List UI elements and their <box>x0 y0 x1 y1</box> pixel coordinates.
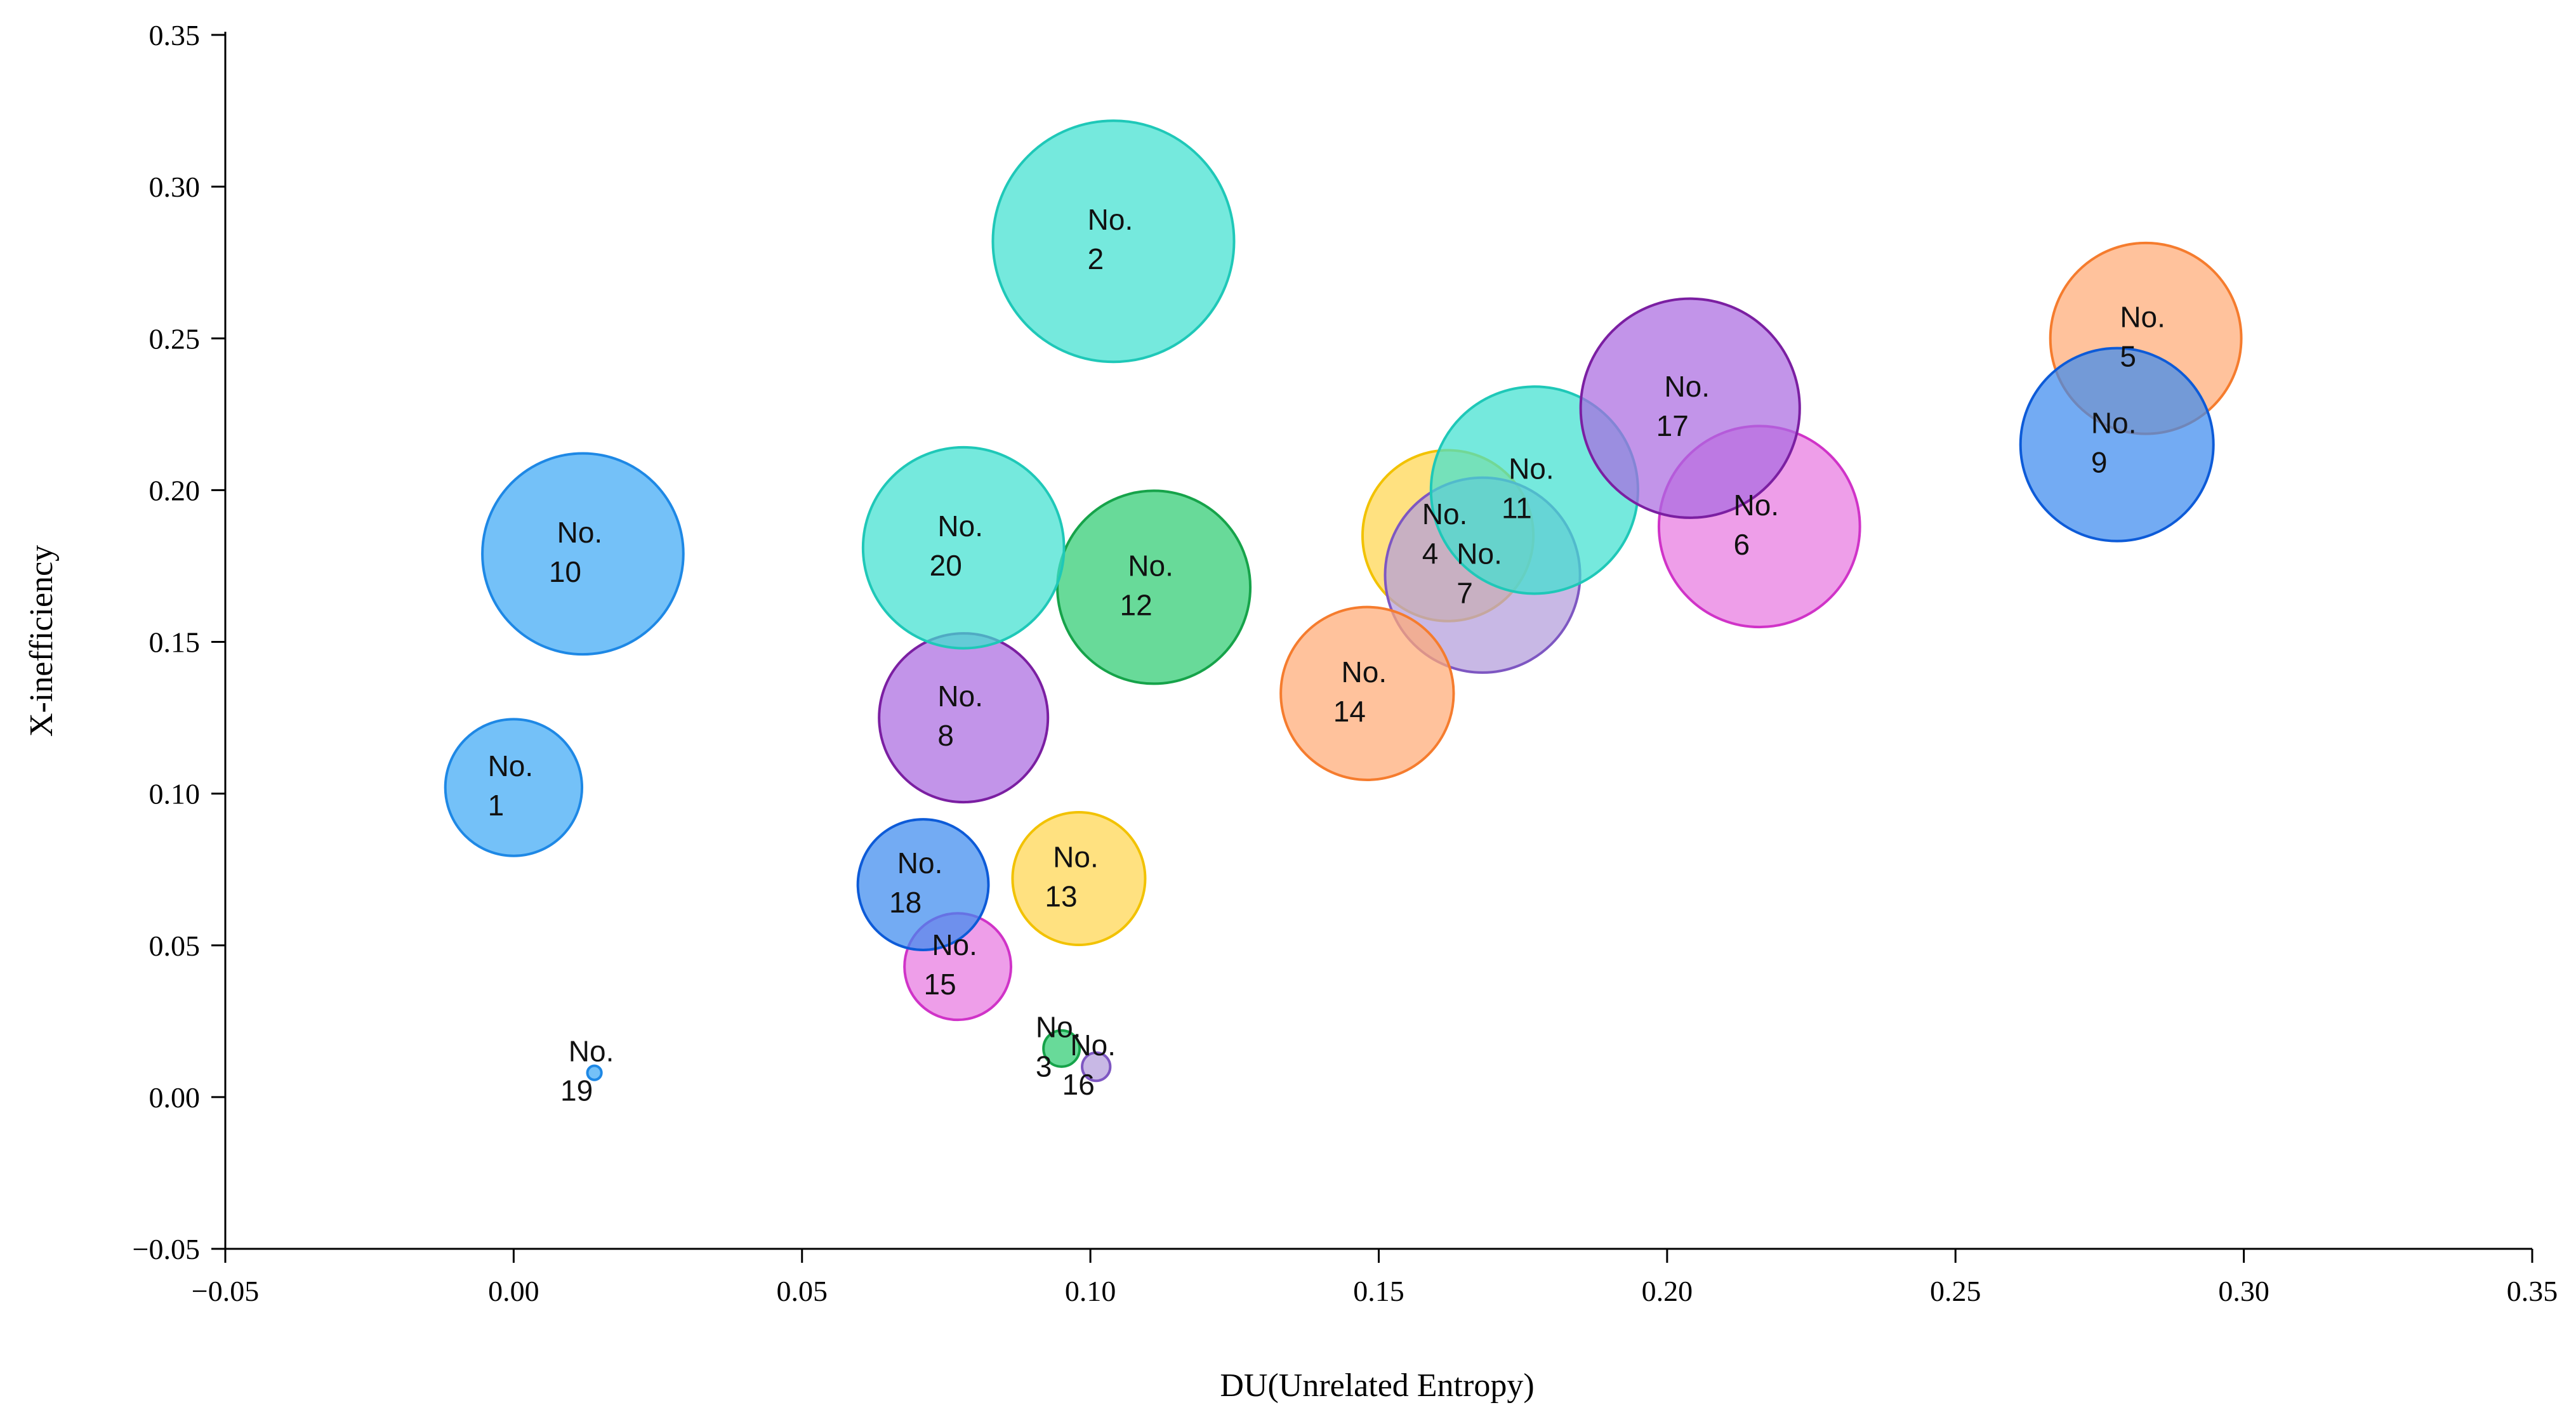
axes: −0.05 0.00 0.05 0.10 0.15 0.20 0.25 0.30 0.35 −0.… <box>133 19 2558 1307</box>
bubble-9 <box>2019 346 2215 543</box>
bubble-label-number: 4 <box>1422 537 1439 570</box>
bubble-12 <box>1056 489 1252 685</box>
bubble-label-prefix: No. <box>932 928 977 961</box>
bubble-18 <box>856 818 990 952</box>
bubble-label-prefix: No. <box>1128 549 1173 582</box>
bubble-label-number: 14 <box>1333 695 1366 728</box>
bubble-label-prefix: No. <box>897 847 943 880</box>
bubble-label-number: 9 <box>2091 446 2108 479</box>
bubble-10 <box>481 452 685 656</box>
y-tick-label: 0.15 <box>149 626 201 659</box>
x-tick-label: 0.05 <box>777 1275 828 1307</box>
bubble-labels: No.1No.2No.3No.4No.5No.6No.7No.8No.9No.1… <box>488 203 2165 1107</box>
bubble-label-prefix: No. <box>1422 498 1468 531</box>
bubble-label-number: 11 <box>1502 491 1532 524</box>
bubble-label-prefix: No. <box>1070 1029 1116 1062</box>
y-tick-label: 0.30 <box>149 171 201 203</box>
bubble-20 <box>861 445 1066 650</box>
x-tick-label: 0.35 <box>2507 1275 2558 1307</box>
bubble-label-prefix: No. <box>1088 203 1133 236</box>
bubble-label-number: 13 <box>1045 880 1077 913</box>
y-tick-label: 0.35 <box>149 19 201 51</box>
x-axis-title: DU(Unrelated Entropy) <box>1220 1368 1534 1404</box>
bubble-label-prefix: No. <box>488 749 534 782</box>
bubble-3 <box>1042 1029 1081 1068</box>
x-tick-label: −0.05 <box>192 1275 259 1307</box>
bubble-label-number: 17 <box>1656 409 1689 442</box>
bubble-label-number: 1 <box>488 789 505 822</box>
bubble-label-number: 12 <box>1120 588 1153 621</box>
bubble-8 <box>878 632 1050 804</box>
bubble-label-number: 15 <box>924 968 956 1001</box>
y-tick-label: 0.10 <box>149 778 201 810</box>
bubble-13 <box>1011 811 1147 947</box>
bubble-label-number: 5 <box>2120 339 2136 372</box>
bubble-label-number: 2 <box>1088 242 1104 275</box>
bubble-label-number: 10 <box>549 555 581 588</box>
bubble-label-prefix: No. <box>2120 300 2165 333</box>
bubble-label-prefix: No. <box>1733 489 1779 522</box>
bubble-1 <box>444 718 584 857</box>
x-tick-label: 0.25 <box>1930 1275 1981 1307</box>
y-tick-label: 0.00 <box>149 1081 201 1114</box>
bubble-label-prefix: No. <box>2091 407 2137 440</box>
bubble-label-number: 3 <box>1036 1050 1052 1083</box>
bubble-label-prefix: No. <box>557 516 603 549</box>
y-axis-title: X-inefficiency <box>23 545 60 737</box>
bubble-label-number: 6 <box>1733 528 1750 561</box>
y-tick-label: 0.25 <box>149 322 201 355</box>
y-tick-label: −0.05 <box>133 1233 200 1265</box>
bubble-2 <box>991 119 1236 364</box>
bubble-label-prefix: No. <box>937 680 983 713</box>
bubble-label-number: 20 <box>930 549 962 582</box>
bubble-label-number: 18 <box>889 886 921 919</box>
bubble-label-prefix: No. <box>1509 452 1554 485</box>
bubble-label-prefix: No. <box>1456 537 1502 570</box>
bubble-label-prefix: No. <box>1053 841 1099 874</box>
bubble-17 <box>1579 297 1801 519</box>
x-tick-label: 0.15 <box>1353 1275 1404 1307</box>
bubble-19 <box>586 1064 603 1081</box>
y-tick-label: 0.05 <box>149 930 201 962</box>
bubble-label-number: 8 <box>937 719 954 752</box>
bubble-label-number: 19 <box>560 1074 593 1107</box>
bubbles <box>444 119 2243 1083</box>
bubble-label-number: 7 <box>1456 576 1473 609</box>
bubble-label-number: 16 <box>1062 1068 1095 1101</box>
bubble-label-prefix: No. <box>569 1035 614 1068</box>
x-tick-label: 0.00 <box>488 1275 539 1307</box>
bubble-label-prefix: No. <box>1036 1010 1081 1043</box>
bubble-16 <box>1081 1051 1112 1083</box>
bubble-label-prefix: No. <box>937 510 983 543</box>
bubble-14 <box>1279 605 1455 781</box>
y-tick-label: 0.20 <box>149 474 201 506</box>
x-tick-label: 0.20 <box>1642 1275 1693 1307</box>
x-tick-label: 0.10 <box>1065 1275 1116 1307</box>
x-tick-label: 0.30 <box>2218 1275 2269 1307</box>
bubble-label-prefix: No. <box>1342 656 1387 689</box>
bubble-label-prefix: No. <box>1664 370 1710 403</box>
